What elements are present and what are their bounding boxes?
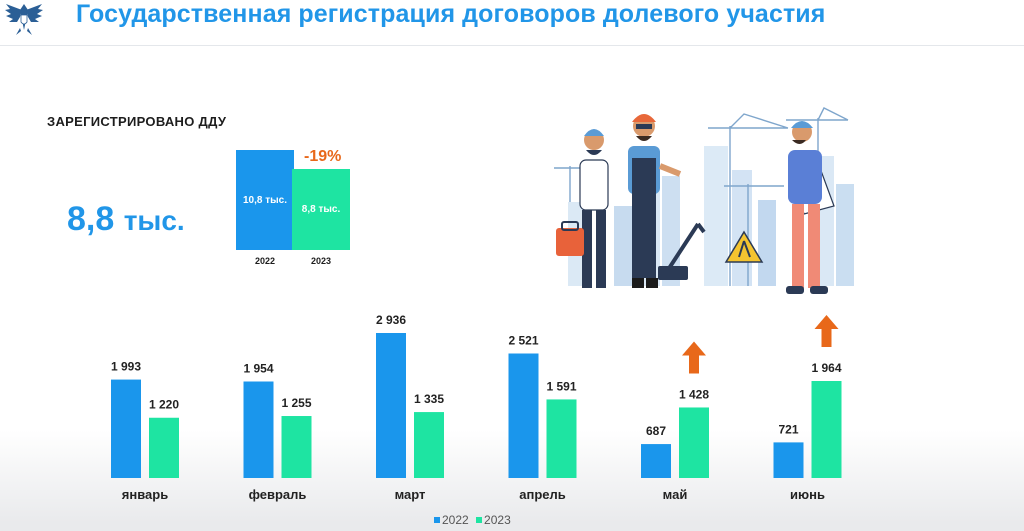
- mini-bar-2023: 8,8 тыс.: [292, 168, 350, 250]
- change-percent: -19%: [304, 148, 342, 165]
- bar-2022-5: [641, 444, 671, 478]
- legend-label-2022: 2022: [442, 513, 469, 527]
- legend-item-2023: 2023: [476, 513, 511, 527]
- bar-2023-5: [679, 407, 709, 478]
- value-label-2022-4: 2 521: [508, 333, 538, 347]
- eagle-emblem-icon: [5, 4, 43, 35]
- legend-label-2023: 2023: [484, 513, 511, 527]
- category-label-4: апрель: [519, 487, 566, 502]
- yearly-comparison-chart: 10,8 тыс. 8,8 тыс. 2022 2023: [230, 140, 360, 270]
- value-label-2022-6: 721: [778, 422, 798, 436]
- bar-2023-4: [546, 399, 577, 478]
- bar-2022-1: [111, 379, 141, 478]
- bar-2022-4: [508, 353, 539, 478]
- legend-item-2022: 2022: [434, 513, 469, 527]
- mini-bar-2022: 10,8 тыс.: [236, 150, 294, 250]
- mini-year-2022: 2022: [254, 256, 276, 266]
- bar-2023-1: [149, 417, 179, 478]
- bar-2022-3: [376, 333, 406, 478]
- growth-arrow-icon-5: [682, 341, 706, 374]
- value-label-2023-1: 1 220: [149, 398, 179, 412]
- legend-swatch-2022: [434, 517, 440, 523]
- monthly-bar-chart: 1 993 1 220 январь 1 954 1 255 февраль 2 936 1 …: [111, 313, 842, 502]
- value-label-2022-2: 1 954: [243, 361, 273, 375]
- category-label-6: июнь: [790, 487, 825, 502]
- construction-workers-illustration: [554, 107, 854, 294]
- mini-year-2023: 2023: [310, 256, 332, 266]
- bar-2023-2: [281, 416, 312, 478]
- page-title: Государственная регистрация договоров до…: [76, 0, 826, 28]
- bar-2023-3: [414, 412, 444, 478]
- value-label-2022-3: 2 936: [376, 313, 406, 327]
- bar-2023-6: [811, 381, 842, 478]
- header: Государственная регистрация договоров до…: [0, 0, 1024, 46]
- category-label-2: февраль: [249, 487, 307, 502]
- category-label-5: май: [663, 487, 688, 502]
- value-label-2022-1: 1 993: [111, 360, 141, 374]
- value-label-2023-2: 1 255: [281, 396, 311, 410]
- summary-label: ЗАРЕГИСТРИРОВАНО ДДУ: [47, 114, 227, 129]
- value-label-2023-3: 1 335: [414, 392, 444, 406]
- legend-swatch-2023: [476, 517, 483, 523]
- value-label-2022-5: 687: [646, 424, 666, 438]
- value-label-2023-4: 1 591: [546, 379, 576, 393]
- summary-total-value: 8,8: [67, 200, 115, 238]
- value-label-2023-5: 1 428: [679, 387, 709, 401]
- bar-2022-2: [243, 381, 274, 478]
- chart-legend: 2022 2023: [434, 513, 515, 527]
- category-label-3: март: [395, 487, 426, 502]
- category-label-1: январь: [122, 487, 168, 502]
- growth-arrow-icon-6: [814, 315, 839, 348]
- summary-total: 8,8 тыс.: [67, 200, 185, 239]
- value-label-2023-6: 1 964: [811, 361, 841, 375]
- summary-total-unit: тыс.: [123, 205, 185, 236]
- bar-2022-6: [773, 442, 804, 478]
